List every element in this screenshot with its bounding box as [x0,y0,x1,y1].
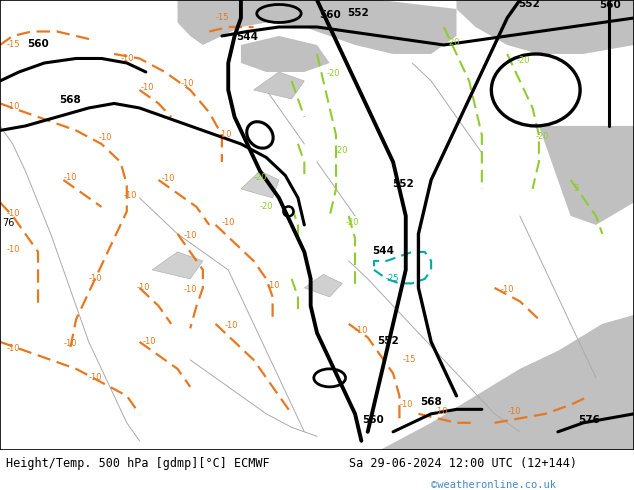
Text: -10: -10 [6,209,20,218]
Text: 544: 544 [236,32,258,43]
Text: -10: -10 [98,133,112,142]
Text: 576: 576 [579,415,600,425]
Polygon shape [152,252,203,279]
Text: -15: -15 [6,40,20,49]
Text: -10: -10 [434,407,448,416]
Polygon shape [456,0,634,54]
Text: -10: -10 [507,407,521,416]
Text: -20: -20 [335,146,348,155]
Text: -10: -10 [141,83,154,92]
Text: -10: -10 [184,285,197,294]
Text: -20: -20 [327,70,340,78]
Text: 5: 5 [574,184,579,193]
Text: -15: -15 [216,13,229,22]
Text: 552: 552 [392,179,413,189]
Text: -10: -10 [89,373,102,382]
Text: -10: -10 [89,274,102,283]
Text: -10: -10 [63,340,77,348]
Text: ©weatheronline.co.uk: ©weatheronline.co.uk [431,480,556,490]
Text: -10: -10 [355,326,368,335]
Polygon shape [178,0,456,54]
Text: -20: -20 [447,38,460,47]
Text: -10: -10 [124,191,137,200]
Text: -10: -10 [266,281,280,290]
Text: Height/Temp. 500 hPa [gdmp][°C] ECMWF: Height/Temp. 500 hPa [gdmp][°C] ECMWF [6,457,270,470]
Polygon shape [539,126,634,225]
Text: -10: -10 [219,130,232,139]
Text: -10: -10 [6,102,20,111]
Polygon shape [241,171,279,198]
Text: -10: -10 [184,231,197,241]
Text: Sa 29-06-2024 12:00 UTC (12+144): Sa 29-06-2024 12:00 UTC (12+144) [349,457,577,470]
Text: -20: -20 [260,202,273,211]
Text: 552: 552 [519,0,540,9]
Text: -10: -10 [6,245,20,254]
Text: -20: -20 [346,218,359,227]
Text: 560: 560 [362,415,384,425]
Text: 552: 552 [377,336,399,346]
Text: 568: 568 [420,397,442,407]
Text: -10: -10 [222,218,235,227]
Text: -10: -10 [399,400,413,409]
Text: -20: -20 [517,56,530,65]
Polygon shape [380,315,634,450]
Text: -10: -10 [120,54,134,63]
Text: -25: -25 [385,274,399,283]
Text: -10: -10 [225,321,238,330]
Polygon shape [304,274,342,297]
Text: 568: 568 [59,96,81,105]
Text: 552: 552 [347,8,369,18]
Text: -15: -15 [403,355,416,364]
Text: -10: -10 [6,344,20,353]
Text: -10: -10 [143,337,156,346]
Text: -10: -10 [162,174,175,183]
Text: 560: 560 [27,39,49,49]
Polygon shape [241,36,330,72]
Text: 560: 560 [319,10,340,20]
Text: -10: -10 [501,285,514,294]
Text: -10: -10 [181,79,194,88]
Text: -10: -10 [136,283,150,292]
Text: 544: 544 [373,246,394,256]
Polygon shape [254,72,304,99]
Text: -10: -10 [63,173,77,182]
Text: 560: 560 [599,0,621,10]
Text: 76: 76 [3,218,15,228]
Text: -20: -20 [254,173,267,182]
Text: -20: -20 [536,132,549,142]
